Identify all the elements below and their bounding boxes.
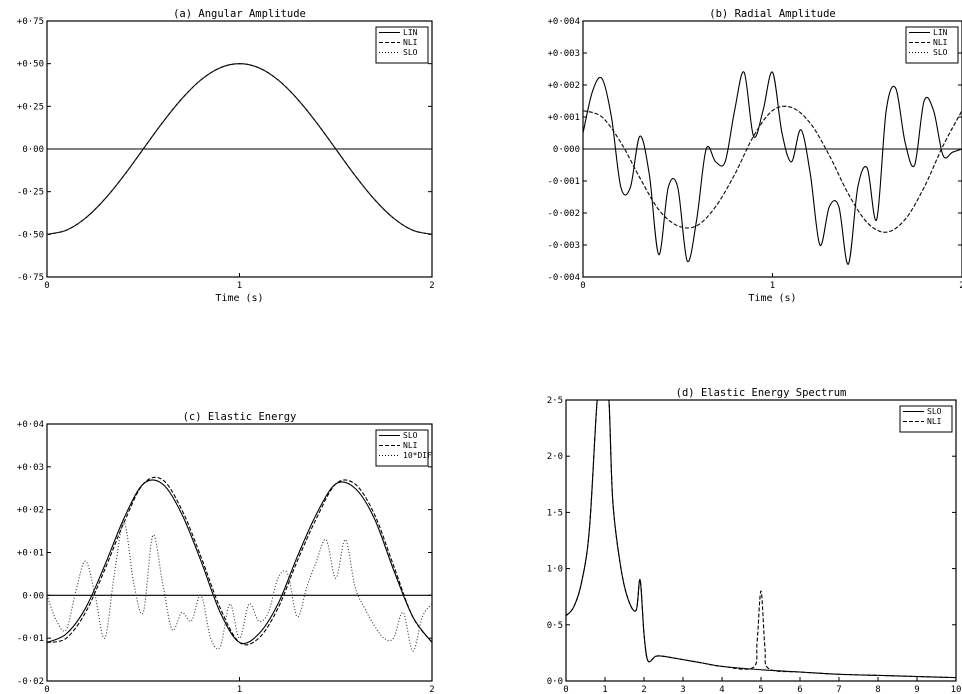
- legend-a: [375, 26, 429, 64]
- series-line-b-lin: [583, 71, 962, 265]
- series-line-c-10dif: [47, 521, 432, 652]
- x-tick-label-b-0: 0: [580, 281, 585, 291]
- x-tick-label-d-5: 5: [758, 685, 763, 694]
- y-tick-label-a-3: 0·00: [22, 145, 44, 155]
- y-tick-label-d-0: 2·5: [547, 396, 563, 406]
- chart-b: (b) Radial Amplitude Time (s) +0·004 +0·003…: [547, 8, 962, 304]
- x-tick-label-d-10: 10: [951, 685, 962, 694]
- series-line-c-slo: [47, 479, 432, 645]
- y-tick-label-b-6: -0·002: [547, 209, 580, 219]
- x-tick-label-c-1: 1: [237, 685, 242, 694]
- legend-label-a-2: SLO: [403, 48, 418, 57]
- y-tick-label-a-2: +0·25: [17, 102, 44, 112]
- legend-label-c-0: SLO: [403, 431, 418, 440]
- x-tick-label-d-7: 7: [836, 685, 841, 694]
- y-tick-label-b-1: +0·003: [547, 49, 580, 59]
- x-tick-label-b-1: 1: [770, 281, 775, 291]
- chart-title-c: (c) Elastic Energy: [183, 411, 297, 423]
- y-tick-label-a-4: -0·25: [17, 188, 44, 198]
- y-tick-label-c-1: +0·03: [17, 463, 44, 473]
- y-tick-label-d-5: 0·0: [547, 677, 563, 687]
- x-tick-label-b-2: 2: [959, 281, 962, 291]
- legend-label-b-1: NLI: [933, 38, 948, 47]
- legend-label-d-1: NLI: [927, 417, 942, 426]
- y-tick-label-c-0: +0·04: [17, 420, 44, 430]
- chart-d: (d) Elastic Energy SpectrumFreq(cps)2·52…: [547, 387, 962, 694]
- series-line-d-nli: [566, 400, 956, 679]
- y-tick-label-c-3: +0·01: [17, 549, 44, 559]
- y-tick-label-a-5: -0·50: [17, 230, 44, 240]
- y-tick-label-b-4: 0·000: [553, 145, 580, 155]
- x-tick-label-d-2: 2: [641, 685, 646, 694]
- legend-label-b-2: SLO: [933, 48, 948, 57]
- y-tick-label-d-2: 1·5: [547, 508, 563, 518]
- y-tick-label-b-0: +0·004: [547, 17, 580, 27]
- y-tick-label-a-0: +0·75: [17, 17, 44, 27]
- series-line-d-slo: [566, 400, 956, 679]
- x-tick-label-a-1: 1: [237, 281, 242, 291]
- legend-d: [899, 405, 953, 433]
- y-tick-label-c-2: +0·02: [17, 506, 44, 516]
- series-line-b-slo: [583, 105, 962, 233]
- y-tick-label-c-5: -0·01: [17, 634, 44, 644]
- x-axis-label-b: Time (s): [748, 293, 796, 304]
- chart-title-d: (d) Elastic Energy Spectrum: [676, 387, 847, 399]
- y-tick-label-d-1: 2·0: [547, 452, 563, 462]
- legend-label-b-0: LIN: [933, 28, 948, 37]
- y-tick-label-b-3: +0·001: [547, 113, 580, 123]
- series-line-b-nli: [583, 105, 962, 233]
- x-tick-label-d-8: 8: [875, 685, 880, 694]
- x-axis-label-a: Time (s): [215, 293, 263, 304]
- legend-label-d-0: SLO: [927, 407, 942, 416]
- y-tick-label-a-6: -0·75: [17, 273, 44, 283]
- y-tick-label-a-1: +0·50: [17, 60, 44, 70]
- chart-title-a: (a) Angular Amplitude: [173, 8, 306, 20]
- legend-label-c-1: NLI: [403, 441, 418, 450]
- plot-frame-d: [565, 399, 957, 682]
- x-tick-label-d-4: 4: [719, 685, 724, 694]
- y-tick-label-b-8: -0·004: [547, 273, 580, 283]
- x-tick-label-d-6: 6: [797, 685, 802, 694]
- series-line-c-nli: [47, 476, 432, 646]
- chart-a: (a) Angular Amplitude Time (s) +0·75 +0·50 +…: [17, 8, 435, 304]
- x-tick-label-d-9: 9: [914, 685, 919, 694]
- chart-c: (c) Elastic EnergyTime (s)+0·04+0·03+0·0…: [17, 411, 435, 694]
- y-tick-label-d-3: 1·0: [547, 565, 563, 575]
- legend-label-c-2: 10*DIF: [403, 451, 432, 460]
- x-tick-label-a-2: 2: [429, 281, 434, 291]
- chart-title-b: (b) Radial Amplitude: [709, 8, 835, 20]
- x-tick-label-d-3: 3: [680, 685, 685, 694]
- y-tick-label-b-7: -0·003: [547, 241, 580, 251]
- legend-c: [375, 429, 429, 467]
- legend-label-a-1: NLI: [403, 38, 418, 47]
- x-tick-label-c-0: 0: [44, 685, 49, 694]
- x-tick-label-c-2: 2: [429, 685, 434, 694]
- legend-label-a-0: LIN: [403, 28, 418, 37]
- y-tick-label-b-2: +0·002: [547, 81, 580, 91]
- x-tick-label-a-0: 0: [44, 281, 49, 291]
- y-tick-label-c-6: -0·02: [17, 677, 44, 687]
- y-tick-label-c-4: 0·00: [22, 591, 44, 601]
- x-tick-label-d-1: 1: [602, 685, 607, 694]
- y-tick-label-b-5: -0·001: [547, 177, 580, 187]
- series-line-a-slo: [47, 63, 432, 235]
- y-tick-label-d-4: 0·5: [547, 621, 563, 631]
- x-tick-label-d-0: 0: [563, 685, 568, 694]
